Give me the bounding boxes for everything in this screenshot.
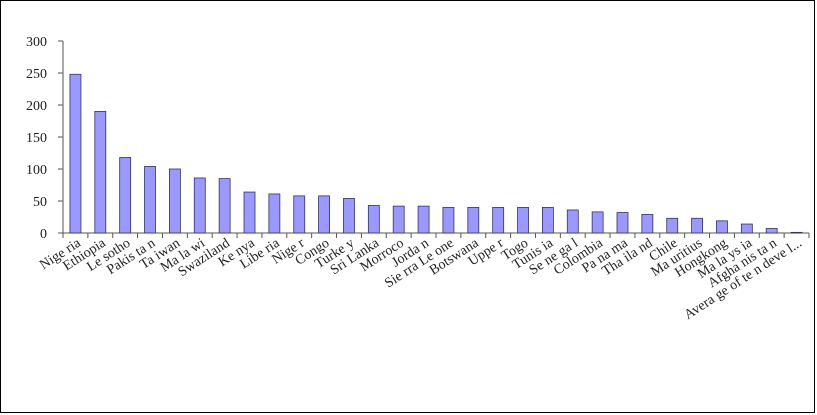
bar-taiwan [168, 168, 181, 234]
bar-ethiopia [94, 111, 107, 234]
bar-panama [616, 212, 629, 234]
y-tick-label: 50 [33, 195, 47, 210]
y-tick-label: 300 [26, 35, 47, 50]
bar-srilanka [367, 205, 380, 234]
bar-mauritius [691, 217, 703, 234]
bar-liberia [268, 193, 281, 234]
bar-sierra-leone [442, 206, 455, 234]
bar-upper [492, 206, 505, 234]
bar-congo [318, 195, 331, 234]
bar-nigeria [69, 73, 82, 234]
bar-thailand [641, 214, 654, 234]
bar-chile [666, 217, 679, 234]
bar-lesotho [119, 157, 132, 234]
bar-malaysia [740, 223, 753, 234]
bar-tunisia [542, 206, 554, 234]
bar-jordan [417, 205, 430, 234]
bar-malawi [193, 177, 206, 234]
bar-turkey [343, 198, 355, 234]
bar-pakistan [144, 166, 156, 234]
y-tick-label: 150 [26, 131, 47, 146]
bar-morroco [392, 205, 405, 234]
bar-kenya [243, 191, 256, 234]
y-tick-label: 200 [26, 99, 47, 114]
y-tick-label: 0 [40, 227, 47, 242]
bar-niger [293, 195, 306, 234]
y-tick-label: 250 [26, 67, 47, 82]
y-tick-label: 100 [26, 163, 47, 178]
bar-hongkong [716, 220, 728, 234]
bar-botswana [467, 206, 480, 234]
bar-average-of-ten-devel [790, 231, 803, 234]
bar-swaziland [218, 178, 231, 234]
bar-afghanistan [765, 228, 778, 234]
bar-colombia [591, 211, 604, 234]
bar-senegal [566, 209, 579, 234]
bar-togo [517, 206, 529, 234]
